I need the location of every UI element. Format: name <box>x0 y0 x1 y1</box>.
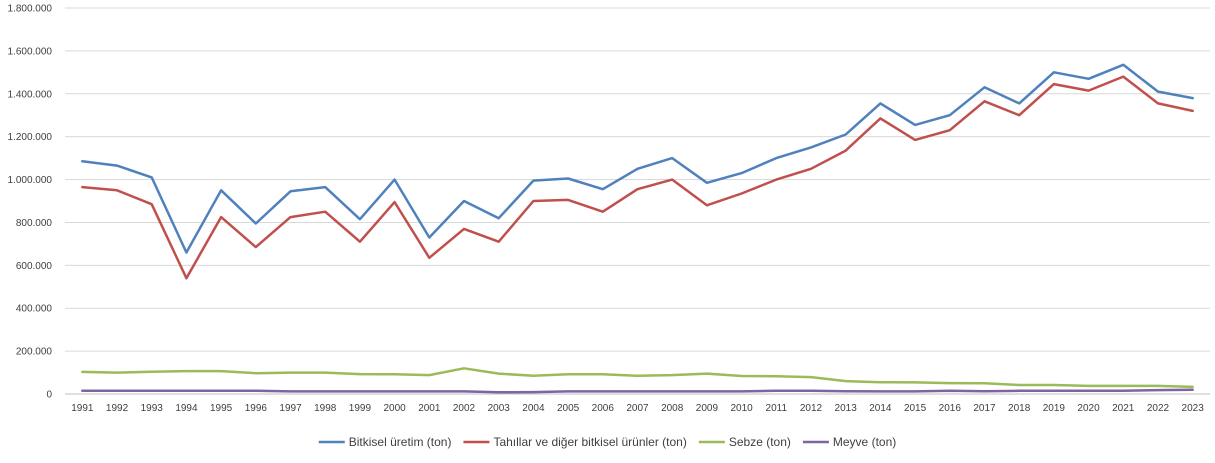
x-tick-label: 2010 <box>730 403 753 414</box>
legend-item: Tahıllar ve diğer bitkisel ürünler (ton) <box>463 435 687 449</box>
x-axis-tick-labels: 1991 1992 1993 1994 1995 1996 1997 1998 1999 2000… <box>71 403 1204 414</box>
y-tick-label: 1.400.000 <box>8 89 53 100</box>
x-tick-label: 1991 <box>71 403 94 414</box>
x-tick-label: 2017 <box>973 403 996 414</box>
x-tick-label: 2000 <box>383 403 406 414</box>
x-tick-label: 2004 <box>522 403 545 414</box>
y-tick-label: 400.000 <box>16 304 53 315</box>
x-tick-label: 2006 <box>592 403 615 414</box>
x-tick-label: 2019 <box>1043 403 1066 414</box>
legend-item: Bitkisel üretim (ton) <box>318 435 452 449</box>
x-tick-label: 1999 <box>349 403 372 414</box>
x-tick-label: 2018 <box>1008 403 1031 414</box>
x-tick-label: 1998 <box>314 403 337 414</box>
x-tick-label: 2001 <box>418 403 441 414</box>
x-tick-label: 1997 <box>279 403 302 414</box>
x-tick-label: 1993 <box>141 403 164 414</box>
x-tick-label: 2014 <box>869 403 892 414</box>
series-line-4 <box>81 388 1194 394</box>
x-tick-label: 2022 <box>1147 403 1170 414</box>
y-tick-label: 1.200.000 <box>8 132 53 143</box>
series-line-2 <box>81 75 1194 280</box>
x-tick-label: 2015 <box>904 403 927 414</box>
x-tick-label: 2009 <box>696 403 719 414</box>
x-tick-label: 1995 <box>210 403 233 414</box>
x-tick-label: 2007 <box>626 403 649 414</box>
y-tick-label: 600.000 <box>16 261 53 272</box>
series-lines <box>81 63 1194 394</box>
y-tick-label: 0 <box>46 390 52 401</box>
x-tick-label: 2021 <box>1112 403 1135 414</box>
x-tick-label: 2013 <box>835 403 858 414</box>
legend: Bitkisel üretim (ton) Tahıllar ve diğer b… <box>318 435 896 449</box>
legend-label: Tahıllar ve diğer bitkisel ürünler (ton) <box>493 435 686 449</box>
legend-label: Bitkisel üretim (ton) <box>349 435 452 449</box>
x-tick-label: 2020 <box>1077 403 1100 414</box>
series-line-3 <box>81 367 1194 389</box>
x-tick-label: 2023 <box>1182 403 1205 414</box>
x-tick-label: 2012 <box>800 403 823 414</box>
legend-item: Meyve (ton) <box>802 435 896 449</box>
y-tick-label: 1.800.000 <box>8 4 53 15</box>
y-tick-label: 1.000.000 <box>8 175 53 186</box>
legend-item: Sebze (ton) <box>698 435 791 449</box>
legend-label: Meyve (ton) <box>833 435 896 449</box>
x-tick-label: 2016 <box>939 403 962 414</box>
x-tick-label: 1994 <box>175 403 198 414</box>
x-tick-label: 1992 <box>106 403 129 414</box>
x-tick-label: 2008 <box>661 403 684 414</box>
x-tick-label: 1996 <box>245 403 268 414</box>
x-tick-label: 2005 <box>557 403 580 414</box>
series-line-1 <box>81 63 1194 254</box>
y-tick-label: 200.000 <box>16 347 53 358</box>
y-tick-label: 800.000 <box>16 218 53 229</box>
legend-label: Sebze (ton) <box>729 435 791 449</box>
gridlines <box>65 7 1210 395</box>
x-tick-label: 2002 <box>453 403 476 414</box>
y-axis-tick-labels: 0 200.000 400.000 600.000 800.000 1.000.000 1.… <box>8 4 53 401</box>
y-tick-label: 1.600.000 <box>8 46 53 57</box>
x-tick-label: 2003 <box>488 403 511 414</box>
x-tick-label: 2011 <box>766 403 788 414</box>
